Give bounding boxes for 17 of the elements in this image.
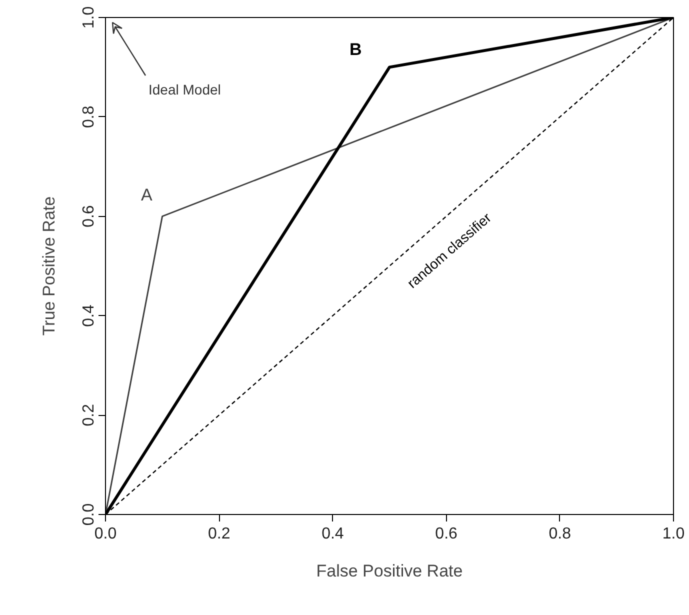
x-tick-label: 0.8 [548, 526, 572, 542]
y-tick-label: 0.2 [80, 404, 98, 426]
x-tick-label: 1.0 [662, 526, 685, 542]
x-tick-label: 0.4 [322, 526, 344, 542]
x-tick-label: 0.6 [435, 526, 458, 542]
x-tick-label: 0.2 [208, 526, 230, 542]
y-tick-label: 1.0 [80, 6, 98, 29]
y-tick-label: 0.8 [80, 106, 98, 128]
x-axis-title: False Positive Rate [316, 562, 463, 580]
y-tick-label: 0.6 [80, 205, 98, 228]
annotation: Ideal Model [148, 82, 221, 98]
y-axis-title: True Positive Rate [40, 196, 58, 336]
x-tick-label: 0.0 [94, 526, 117, 542]
y-tick-label: 0.4 [80, 304, 98, 327]
series-label: B [350, 40, 362, 60]
y-tick-label: 0.0 [80, 503, 98, 526]
series-label: A [140, 185, 153, 204]
